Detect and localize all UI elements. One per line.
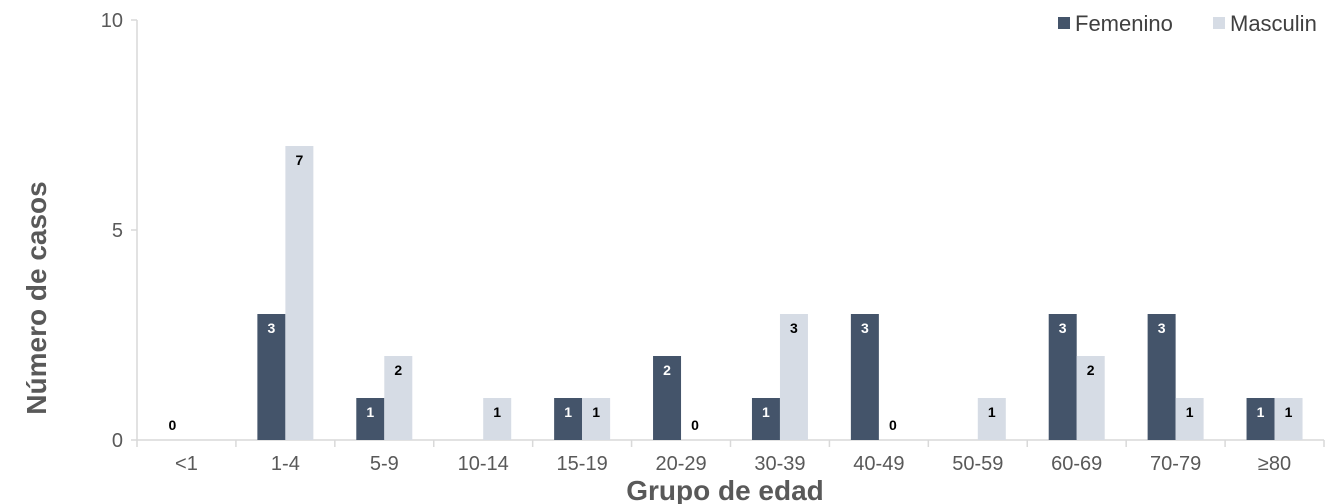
y-tick-label: 0 — [112, 430, 123, 452]
data-label: 1 — [1257, 404, 1265, 420]
y-axis-title: Número de casos — [21, 181, 52, 414]
bar-femenino — [1246, 398, 1275, 440]
data-label: 1 — [762, 404, 770, 420]
x-tick-label: 60-69 — [1051, 453, 1102, 475]
data-label: 3 — [1059, 320, 1067, 336]
x-axis-title: Grupo de edad — [626, 475, 824, 504]
bar-masculin — [285, 146, 314, 440]
bar-masculin — [779, 314, 808, 440]
data-label: 3 — [1158, 320, 1166, 336]
data-label: 2 — [663, 362, 671, 378]
data-label: 1 — [366, 404, 374, 420]
bar-femenino — [257, 314, 286, 440]
data-labels: 0 3 7 1 2 1 1 1 2 0 1 3 3 0 1 3 2 3 1 1 1 — [169, 152, 1293, 433]
bar-femenino — [751, 398, 780, 440]
x-tick-label: 50-59 — [952, 453, 1003, 475]
bar-femenino — [1147, 314, 1176, 440]
legend-label: Masculin — [1230, 11, 1317, 36]
bar-masculin — [1274, 398, 1303, 440]
x-tick-label: 5-9 — [370, 453, 399, 475]
data-label: 1 — [564, 404, 572, 420]
data-label: 7 — [295, 152, 303, 168]
data-label: 1 — [592, 404, 600, 420]
bars — [257, 146, 1303, 440]
data-label: 1 — [1285, 404, 1293, 420]
bar-femenino — [850, 314, 879, 440]
x-tick-label: 15-19 — [557, 453, 608, 475]
x-tick-label: <1 — [175, 453, 198, 475]
legend-label: Femenino — [1075, 11, 1173, 36]
bar-femenino — [1048, 314, 1077, 440]
data-label: 3 — [267, 320, 275, 336]
bar-masculin — [582, 398, 611, 440]
data-label: 0 — [691, 417, 699, 433]
data-label: 2 — [394, 362, 402, 378]
data-label: 1 — [988, 404, 996, 420]
x-tick-label: 10-14 — [458, 453, 509, 475]
bar-masculin — [384, 356, 413, 440]
bar-femenino — [356, 398, 385, 440]
bar-femenino — [653, 356, 682, 440]
bar-masculin — [483, 398, 512, 440]
x-tick-label: 1-4 — [271, 453, 300, 475]
x-tick-label: ≥80 — [1258, 453, 1291, 475]
y-tick-label: 5 — [112, 220, 123, 242]
data-label: 1 — [493, 404, 501, 420]
data-label: 3 — [790, 320, 798, 336]
x-tick-label: 70-79 — [1150, 453, 1201, 475]
bar-masculin — [1076, 356, 1105, 440]
y-tick-label: 10 — [101, 10, 123, 32]
bar-femenino — [554, 398, 583, 440]
legend-swatch — [1058, 17, 1070, 29]
data-label: 0 — [169, 417, 177, 433]
data-label: 3 — [861, 320, 869, 336]
legend: Femenino Masculin — [1058, 11, 1317, 36]
bar-masculin — [977, 398, 1006, 440]
data-label: 2 — [1087, 362, 1095, 378]
legend-swatch — [1213, 17, 1225, 29]
data-label: 1 — [1186, 404, 1194, 420]
x-tick-label: 20-29 — [655, 453, 706, 475]
x-tick-label: 40-49 — [853, 453, 904, 475]
bar-masculin — [1175, 398, 1204, 440]
data-label: 0 — [889, 417, 897, 433]
x-tick-label: 30-39 — [754, 453, 805, 475]
